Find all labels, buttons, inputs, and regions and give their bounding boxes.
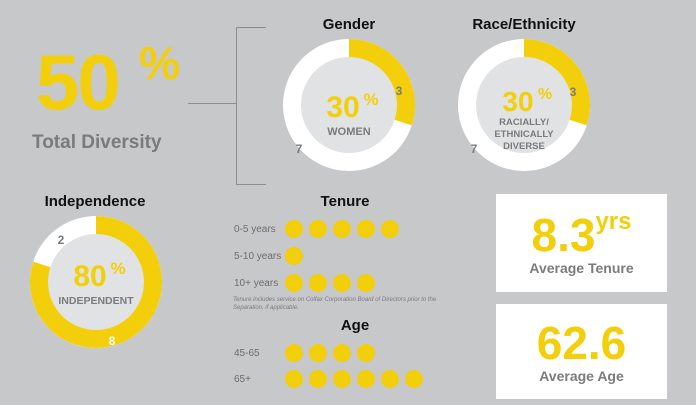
count-dot: [309, 220, 327, 238]
count-dot: [357, 370, 375, 388]
total-diversity-number: 50: [36, 38, 121, 126]
bracket-top-arm: [236, 27, 266, 28]
count-dot: [309, 344, 327, 362]
race-center-unit: %: [538, 86, 552, 103]
independence-center-label: INDEPENDENT: [58, 295, 134, 307]
age-title: Age: [340, 317, 370, 334]
count-dot: [333, 344, 351, 362]
race-inner-disc: [476, 57, 572, 153]
gender-segment-label-b: 7: [296, 142, 303, 156]
average-tenure-label: Average Tenure: [529, 260, 634, 276]
age-row-label: 65+: [234, 374, 251, 385]
tenure-row-dots: [285, 274, 485, 292]
total-diversity-percent: %: [139, 37, 180, 89]
count-dot: [381, 370, 399, 388]
independence-center-value: 80: [73, 260, 106, 293]
independence-title: Independence: [44, 193, 146, 210]
gender-title: Gender: [322, 16, 376, 33]
bracket-horizontal: [188, 103, 236, 104]
gender-segment-label-a: 3: [396, 84, 403, 98]
race-donut-chart: 30 % RACIALLY/ ETHNICALLY DIVERSE 3 7: [457, 39, 590, 171]
average-age-value: 62.6: [536, 317, 627, 369]
count-dot: [285, 344, 303, 362]
age-row-dots: [285, 344, 485, 362]
race-center-value: 30: [502, 86, 533, 117]
count-dot: [285, 274, 303, 292]
count-dot: [309, 370, 327, 388]
total-diversity-label: Total Diversity: [32, 132, 162, 153]
average-tenure-unit: yrs: [595, 208, 632, 235]
age-row-label: 45-65: [234, 348, 260, 359]
count-dot: [333, 370, 351, 388]
race-center-label-line1: RACIALLY/: [499, 117, 549, 128]
tenure-row-dots: [285, 220, 485, 238]
tenure-footnote: Tenure includes service on Colfax Corpor…: [233, 297, 437, 311]
count-dot: [333, 220, 351, 238]
count-dot: [357, 344, 375, 362]
race-center-label-line2: ETHNICALLY: [494, 129, 554, 140]
count-dot: [357, 274, 375, 292]
count-dot: [405, 370, 423, 388]
gender-donut-chart: 30 % WOMEN 3 7: [282, 39, 415, 171]
independence-segment-label-a: 8: [109, 334, 116, 348]
count-dot: [309, 274, 327, 292]
tenure-row-label: 0-5 years: [234, 224, 276, 235]
average-tenure-value: 8.3: [531, 209, 596, 261]
independence-segment-label-b: 2: [58, 233, 65, 247]
average-age-label: Average Age: [539, 368, 624, 384]
gender-inner-disc: [301, 57, 397, 153]
age-chart: 45-65 65+: [230, 338, 490, 394]
count-dot: [381, 220, 399, 238]
average-tenure-card: 8.3yrs Average Tenure: [496, 194, 667, 292]
tenure-title: Tenure: [320, 193, 370, 210]
average-age-card: 62.6 Average Age: [496, 304, 667, 399]
gender-center-value: 30: [326, 91, 359, 124]
race-center-label-line3: DIVERSE: [503, 141, 545, 152]
count-dot: [333, 274, 351, 292]
gender-center-unit: %: [363, 90, 378, 109]
tenure-row-dots: [285, 247, 485, 265]
gender-center-label: WOMEN: [327, 126, 370, 138]
total-diversity-value: 50 %: [36, 38, 186, 126]
tenure-row-label: 10+ years: [234, 278, 279, 289]
race-segment-label-a: 3: [570, 85, 577, 99]
independence-inner-disc: [48, 234, 144, 330]
independence-center-unit: %: [110, 259, 125, 278]
count-dot: [357, 220, 375, 238]
count-dot: [285, 370, 303, 388]
age-row-dots: [285, 370, 485, 388]
independence-donut-chart: 80 % INDEPENDENT 8 2: [29, 216, 163, 348]
bracket-vertical: [236, 27, 237, 184]
race-title: Race/Ethnicity: [472, 16, 576, 33]
race-segment-label-b: 7: [471, 142, 478, 156]
count-dot: [285, 220, 303, 238]
tenure-chart: 0-5 years 5-10 years 10+ years: [230, 214, 490, 294]
count-dot: [285, 247, 303, 265]
bracket-bottom-arm: [236, 184, 266, 185]
tenure-row-label: 5-10 years: [234, 251, 282, 262]
average-tenure-value-row: 8.3yrs: [496, 208, 667, 262]
